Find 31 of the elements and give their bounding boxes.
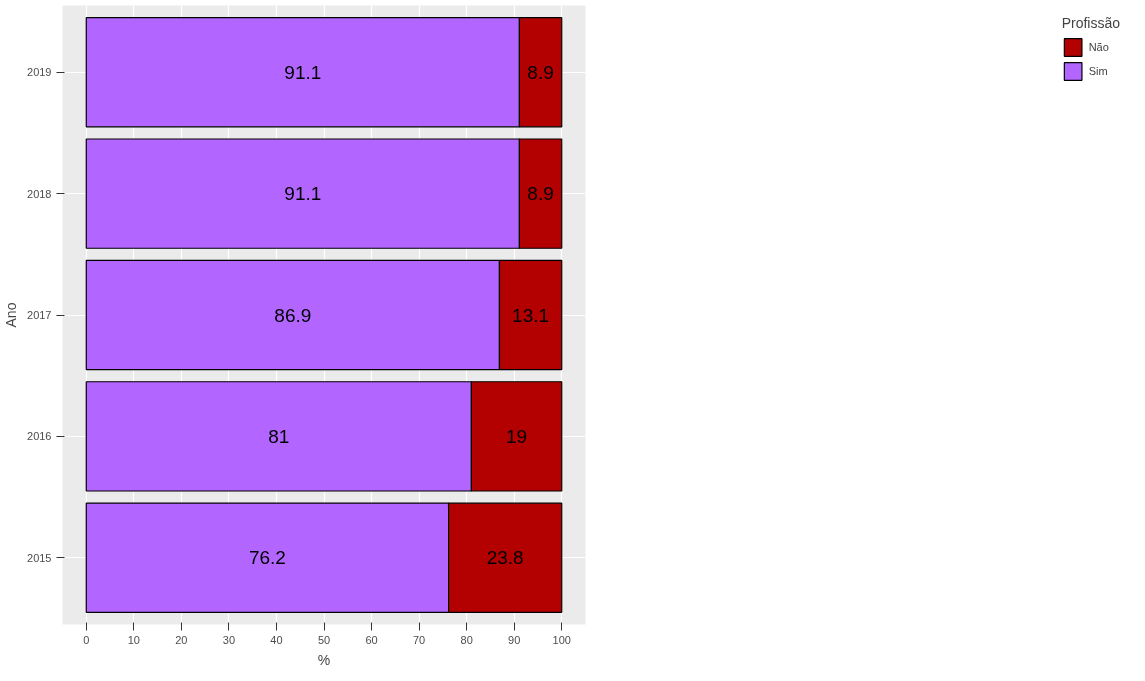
y-tick-label: 2016 (27, 430, 52, 443)
data-label: 23.8 (486, 547, 524, 569)
x-axis-title: % (317, 651, 331, 668)
y-tick-label: 2018 (27, 187, 52, 200)
data-label: 86.9 (274, 304, 312, 326)
y-tick-label: 2019 (27, 66, 52, 79)
data-label: 91.1 (284, 61, 322, 83)
x-tick-label: 40 (270, 633, 283, 646)
data-label: 91.1 (284, 183, 322, 205)
y-tick-label: 2015 (27, 551, 52, 564)
legend-label: Não (1088, 41, 1109, 53)
data-label: 19 (505, 425, 528, 447)
data-label: 8.9 (527, 183, 554, 205)
legend-title: Profissão (1061, 15, 1120, 31)
legend-label: Sim (1088, 65, 1109, 77)
x-tick-label: 20 (175, 633, 188, 646)
x-tick-label: 10 (127, 633, 140, 646)
y-axis-title: Ano (3, 302, 20, 328)
x-tick-label: 100 (552, 633, 571, 646)
data-label: 76.2 (248, 547, 286, 569)
x-tick-label: 50 (317, 633, 331, 646)
x-tick-label: 0 (83, 633, 90, 646)
x-tick-label: 60 (365, 633, 378, 646)
data-label: 13.1 (512, 304, 550, 326)
x-tick-label: 70 (412, 633, 426, 646)
x-tick-label: 90 (508, 633, 521, 646)
data-label: 81 (268, 425, 290, 447)
x-tick-label: 30 (222, 633, 236, 646)
data-label: 8.9 (527, 61, 554, 83)
y-tick-label: 2017 (27, 309, 52, 321)
x-tick-label: 80 (460, 633, 473, 646)
